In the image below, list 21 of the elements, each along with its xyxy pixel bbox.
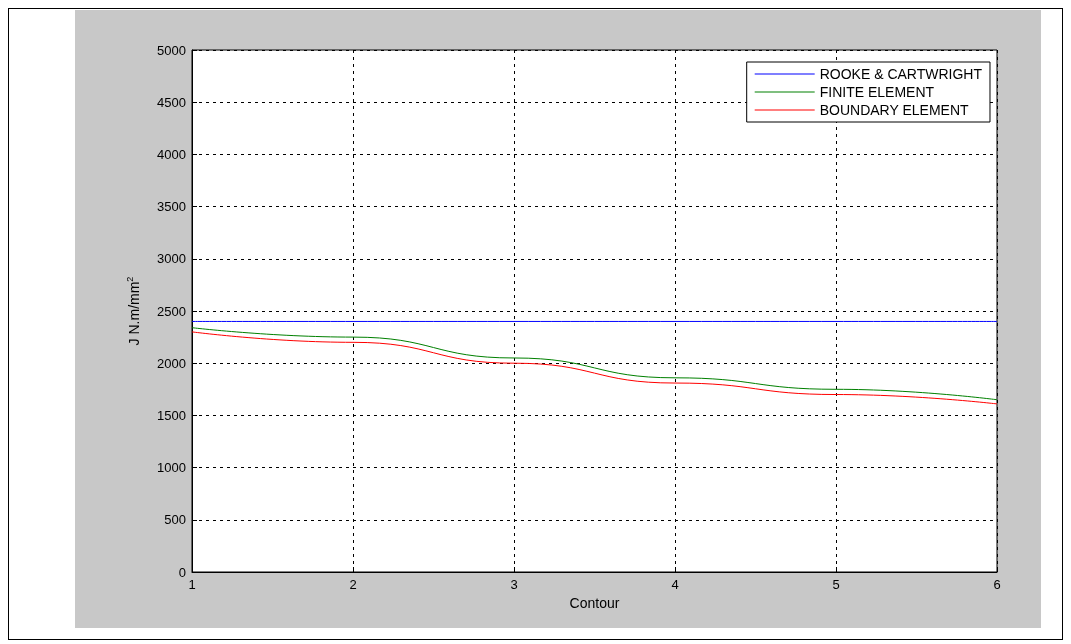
- x-tick-label: 4: [671, 577, 679, 592]
- y-tick-label: 5000: [157, 42, 186, 58]
- x-tick-label: 2: [349, 577, 357, 592]
- y-tick-label: 2500: [157, 303, 186, 319]
- y-tick-label: 1000: [157, 460, 186, 476]
- legend-label: FINITE ELEMENT: [819, 84, 935, 100]
- legend-label: ROOKE & CARTWRIGHT: [819, 66, 983, 82]
- y-tick-label: 4500: [157, 94, 186, 110]
- x-tick-label: 6: [993, 577, 1001, 592]
- y-tick-label: 500: [164, 512, 186, 528]
- y-tick-label: 2000: [157, 355, 186, 371]
- x-tick-label: 5: [832, 577, 840, 592]
- y-tick-label: 0: [178, 564, 186, 580]
- x-tick-label: 1: [188, 577, 196, 592]
- x-axis-title: Contour: [569, 594, 620, 611]
- y-tick-label: 3500: [157, 199, 186, 215]
- y-tick-label: 4000: [157, 146, 186, 162]
- y-tick-label: 3000: [157, 251, 186, 267]
- y-tick-label: 1500: [157, 407, 186, 423]
- x-tick-label: 3: [510, 577, 518, 592]
- legend-label: BOUNDARY ELEMENT: [819, 102, 969, 118]
